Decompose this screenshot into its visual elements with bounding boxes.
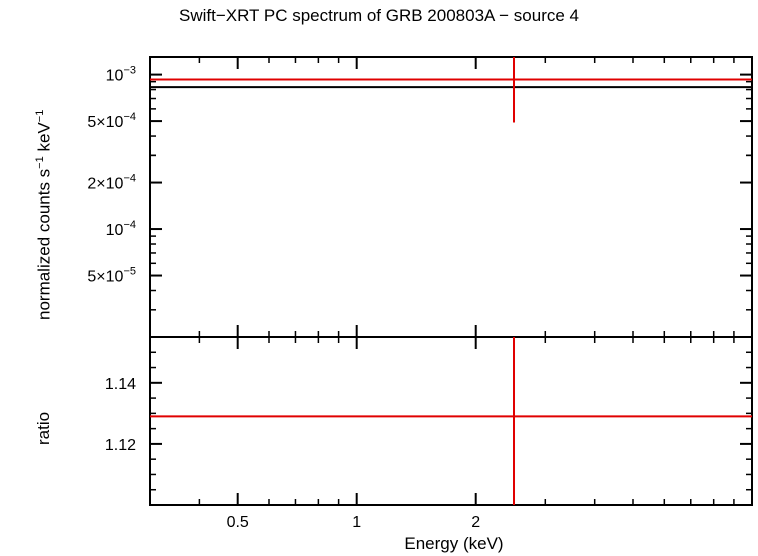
spectrum-y-tick-label: 10−4 xyxy=(106,219,136,239)
spectrum-y-tick-label: 5×10−5 xyxy=(87,266,136,286)
x-tick-label: 1 xyxy=(352,514,361,531)
y-tick-exponent: −3 xyxy=(123,65,136,77)
y-tick-exponent: −4 xyxy=(123,219,136,231)
ratio-y-tick-label: 1.14 xyxy=(105,376,136,393)
spectrum-y-tick-label: 2×10−4 xyxy=(87,173,136,193)
spectrum-panel-frame xyxy=(149,56,753,338)
spectrum-y-tick-label: 10−3 xyxy=(106,65,136,85)
y-tick-mantissa: 5×10 xyxy=(87,114,123,131)
y-tick-mantissa: 10 xyxy=(106,222,124,239)
y-tick-mantissa: 10 xyxy=(106,68,124,85)
x-tick-label: 0.5 xyxy=(227,514,249,531)
y-tick-exponent: −5 xyxy=(123,266,136,278)
y-tick-exponent: −4 xyxy=(123,111,136,123)
ratio-panel-frame xyxy=(149,336,753,506)
y-tick-mantissa: 5×10 xyxy=(87,269,123,286)
ratio-y-tick-label: 1.12 xyxy=(105,437,136,454)
y-tick-exponent: −4 xyxy=(123,173,136,185)
spectrum-y-tick-label: 5×10−4 xyxy=(87,111,136,131)
x-tick-label: 2 xyxy=(471,514,480,531)
x-axis-label: Energy (keV) xyxy=(404,534,504,553)
y-tick-mantissa: 2×10 xyxy=(87,176,123,193)
chart-title: Swift−XRT PC spectrum of GRB 200803A − s… xyxy=(178,6,579,25)
